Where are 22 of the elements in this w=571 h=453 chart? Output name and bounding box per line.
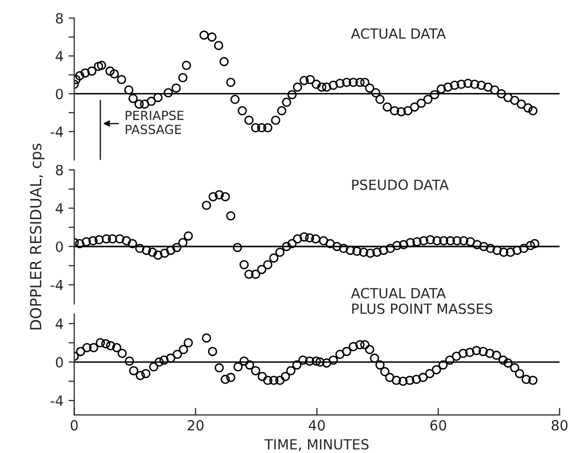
y-tick-label: 8 — [56, 13, 63, 24]
x-tick-label: 80 — [552, 420, 568, 431]
x-tick-label: 40 — [308, 420, 325, 431]
y-tick-label: 4 — [56, 318, 64, 329]
x-axis-title: TIME, MINUTES — [264, 439, 369, 451]
x-tick-label: 0 — [70, 420, 78, 431]
annotation: ACTUAL DATA PLUS POINT MASSES — [350, 288, 492, 314]
y-tick-label: 8 — [56, 164, 63, 176]
ref-line-label: PERIAPSE PASSAGE — [126, 110, 184, 134]
y-tick-label: -4 — [50, 396, 64, 406]
x-tick-label: 60 — [430, 420, 446, 431]
annotation: ACTUAL DATA — [350, 28, 446, 39]
y-axis-title: DOPPLER RESIDUAL, cps — [30, 144, 44, 330]
y-tick-label: 0 — [56, 241, 63, 252]
annotation: PSEUDO DATA — [352, 180, 449, 190]
x-tick-label: 20 — [188, 420, 204, 431]
y-tick-label: -4 — [50, 126, 64, 137]
y-tick-label: 0 — [56, 88, 63, 100]
y-tick-label: 4 — [56, 203, 64, 214]
y-tick-label: -4 — [50, 280, 64, 290]
y-tick-label: 0 — [56, 357, 63, 368]
y-tick-label: 4 — [56, 51, 64, 62]
